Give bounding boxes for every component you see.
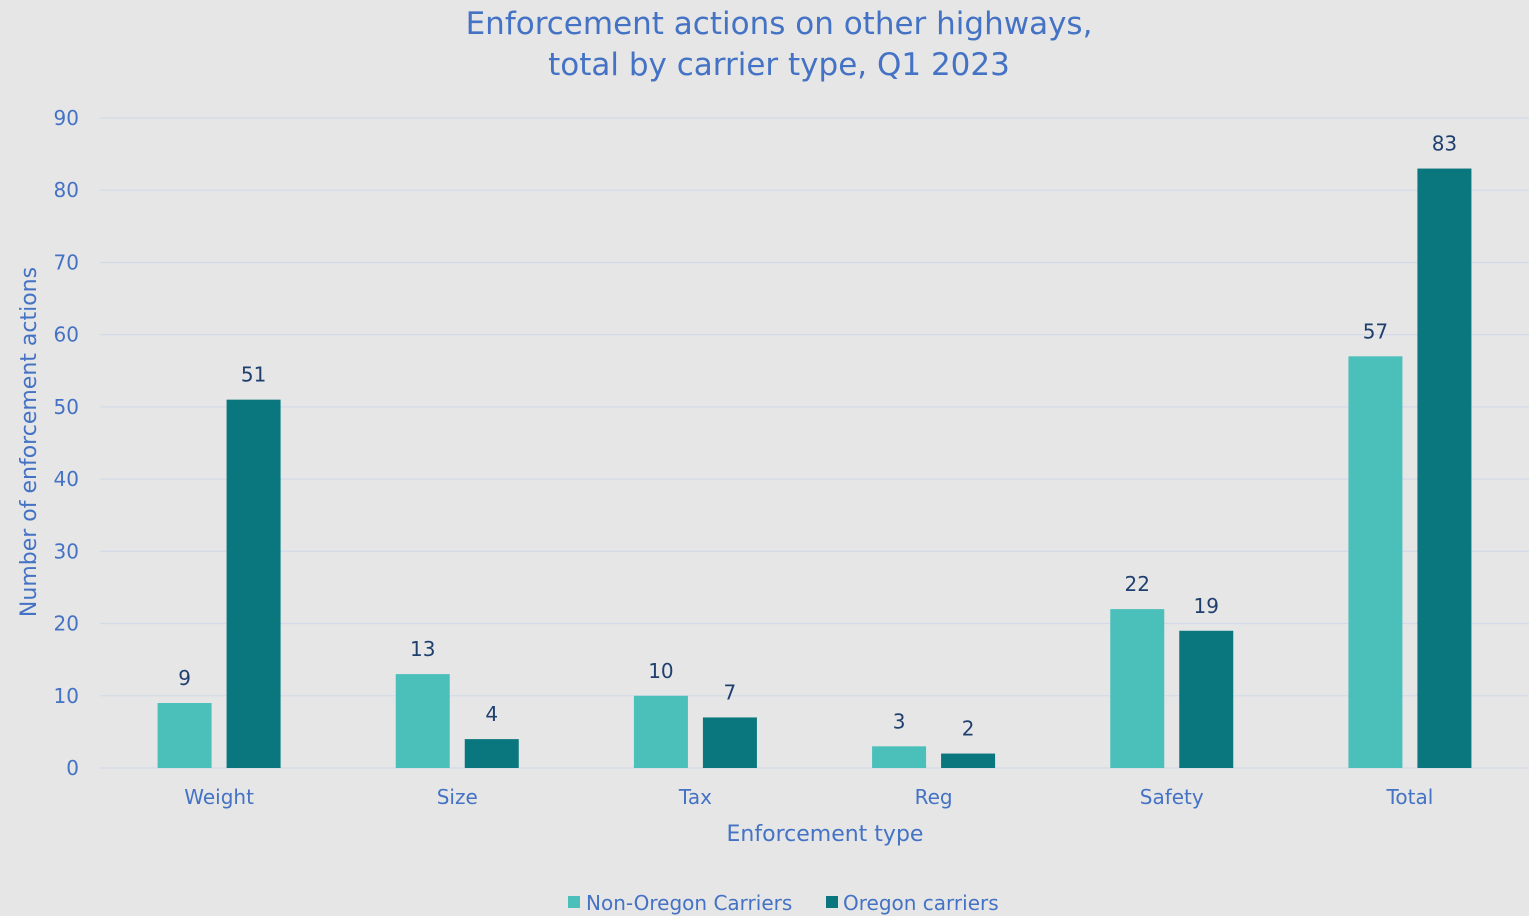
data-label: 7: [724, 680, 737, 704]
x-tick-label: Total: [1386, 785, 1434, 809]
legend-label: Non-Oregon Carriers: [586, 891, 792, 915]
bar: [226, 399, 281, 768]
x-tick-label: Safety: [1140, 785, 1204, 809]
bar: [872, 746, 927, 768]
x-tick-label: Size: [437, 785, 478, 809]
y-tick-label: 40: [54, 467, 79, 491]
legend-label: Oregon carriers: [843, 891, 999, 915]
bar: [1110, 609, 1165, 768]
y-tick-label: 80: [54, 178, 79, 202]
x-axis-title: Enforcement type: [727, 822, 924, 847]
y-axis-ticks: 0 10 20 30 40 50 60 70 80 90: [54, 106, 79, 780]
legend-swatch: [568, 896, 580, 908]
y-tick-label: 70: [54, 250, 79, 274]
data-label: 2: [962, 717, 975, 741]
legend-swatch: [826, 896, 838, 908]
chart-title-line-2: total by carrier type, Q1 2023: [548, 47, 1010, 83]
y-tick-label: 20: [54, 612, 79, 636]
data-label: 3: [893, 709, 906, 733]
data-label: 10: [648, 659, 673, 683]
data-label: 83: [1432, 132, 1457, 156]
bar: [157, 703, 212, 768]
y-tick-label: 10: [54, 684, 79, 708]
x-axis-ticks: Weight Size Tax Reg Safety Total: [184, 785, 1433, 809]
data-label: 9: [178, 666, 191, 690]
bar: [1179, 630, 1234, 768]
data-label: 4: [485, 702, 498, 726]
bar: [702, 717, 757, 768]
data-label: 57: [1363, 319, 1388, 343]
gridlines: [100, 117, 1529, 769]
chart-title-line-1: Enforcement actions on other highways,: [466, 6, 1093, 42]
bar: [941, 753, 996, 768]
data-label: 19: [1194, 594, 1219, 618]
bar: [633, 695, 688, 768]
x-tick-label: Tax: [678, 785, 712, 809]
data-label: 13: [410, 637, 435, 661]
y-tick-label: 0: [66, 756, 79, 780]
bar: [464, 739, 519, 768]
y-tick-label: 30: [54, 539, 79, 563]
data-label: 51: [241, 363, 266, 387]
y-tick-label: 90: [54, 106, 79, 130]
data-label: 22: [1125, 572, 1150, 596]
x-tick-label: Reg: [915, 785, 953, 809]
y-axis-title: Number of enforcement actions: [17, 267, 42, 617]
bar: [395, 674, 450, 768]
y-tick-label: 50: [54, 395, 79, 419]
bar: [1348, 356, 1403, 768]
legend: Non-Oregon Carriers Oregon carriers: [568, 891, 999, 915]
bar: [1417, 168, 1472, 769]
y-tick-label: 60: [54, 323, 79, 347]
x-tick-label: Weight: [184, 785, 254, 809]
chart-title: Enforcement actions on other highways, t…: [466, 6, 1093, 83]
bars: [157, 168, 1472, 769]
